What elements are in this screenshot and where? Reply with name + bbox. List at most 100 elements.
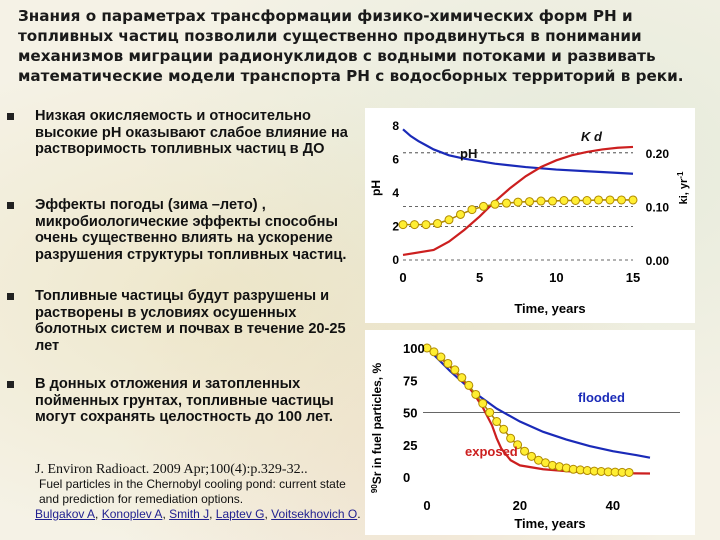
square-bullet-icon [7,381,14,388]
data-point [605,195,615,205]
data-point [502,198,511,208]
data-point [548,196,557,206]
series-line-k-d [402,145,634,257]
reference-authors: Bulgakov A, Konoplev A, Smith J, Laptev … [35,507,365,522]
data-point [464,380,474,390]
series-line-ph [402,128,634,175]
chart-sr90: 0 20 40 0 25 50 75 100 Time, years 90Sr in fuel… [365,330,695,535]
data-point [485,408,495,417]
x-axis-label: Time, years [514,516,585,531]
author-separator: , [264,507,272,521]
data-point [513,440,523,450]
y-axis-label: 90Sr in fuel particles, % [370,363,384,494]
data-point [520,446,530,456]
y-tick-label-left: 6 [392,153,399,167]
y-tick-label-right: 0.00 [646,254,670,268]
x-tick-label: 40 [606,498,620,513]
data-point [410,220,419,230]
data-point [617,195,626,205]
data-point [422,343,432,353]
y-axis-label-main: Sr in fuel particles, % [370,363,384,485]
y-axis-label-right: ki, yr-1 [676,171,690,204]
bullet-text: Топливные частицы будут разрушены и раст… [35,288,346,354]
data-point [582,196,592,206]
y-tick-label-left: 2 [392,220,399,234]
series-label-ph: pH [460,146,477,161]
data-point [506,433,516,443]
y-tick-label-left: 0 [392,253,399,267]
chart-plot [422,343,651,477]
data-point [527,451,537,461]
slide-title: Знания о параметрах трансформации физико… [18,7,684,85]
author-separator: , [209,507,216,521]
data-point [456,209,465,219]
author-link[interactable]: Konoplev A [101,507,163,521]
y-tick-label: 50 [403,406,417,421]
y-axis-label-left: pH [369,180,383,196]
data-point [525,197,534,207]
data-point [628,195,638,205]
author-link[interactable]: Voitsekhovich O [271,507,358,521]
bullet-item: В донных отложения и затопленных пойменн… [6,376,366,426]
data-point [479,201,488,211]
author-separator: , [162,507,170,521]
data-point [471,389,481,399]
data-point [429,347,439,357]
x-tick-label: 15 [626,270,640,285]
data-point [499,424,509,434]
data-point [450,365,460,375]
data-point [492,417,502,427]
reference-article: Fuel particles in the Chernobyl cooling … [39,477,346,506]
chart-background [365,330,695,535]
y-tick-label: 25 [403,438,417,453]
x-tick-label: 20 [513,498,527,513]
bullet-text: Эффекты погоды (зима –лето) , микробиоло… [35,197,347,263]
square-bullet-icon [7,293,14,300]
author-link[interactable]: Laptev G [215,507,265,521]
author-link[interactable]: Smith J [169,507,210,521]
chart-background [365,108,695,323]
chart-ph-kd: 0 5 10 15 0 2 4 6 8 0.00 0.10 0.20 Time, years pH k… [365,108,695,323]
series-label-exposed: exposed [465,444,518,459]
y-axis-label-sup: 90 [370,484,379,493]
data-point [457,373,467,383]
data-point [559,196,569,206]
data-point [478,398,488,408]
bullet-text: В донных отложения и затопленных пойменн… [35,376,334,425]
data-point [436,352,446,362]
y-tick-label: 0 [403,470,410,485]
data-point [421,220,431,230]
x-tick-label: 0 [423,498,430,513]
bullet-item: Топливные частицы будут разрушены и раст… [6,288,366,354]
data-point [624,467,634,477]
data-point [467,205,477,215]
x-axis-label: Time, years [514,301,585,316]
chart-plot [398,128,638,257]
series-label-flooded: flooded [578,390,625,405]
square-bullet-icon [7,202,14,209]
author-link[interactable]: Bulgakov A [35,507,96,521]
chart-ticks: 0 5 10 15 0 2 4 6 8 0.00 0.10 0.20 [392,119,669,285]
x-tick-label: 5 [476,270,483,285]
bullet-item: Эффекты погоды (зима –лето) , микробиоло… [6,197,366,263]
square-bullet-icon [7,113,14,120]
y-tick-label-right: 0.10 [646,200,670,214]
y-tick-label-left: 8 [392,119,399,133]
data-point [513,197,523,207]
reference-journal: J. Environ Radioact. 2009 Apr;100(4):p.3… [35,462,308,477]
data-point [433,219,442,229]
x-tick-label: 0 [399,270,406,285]
y-tick-label: 100 [403,341,425,356]
data-point [536,196,546,206]
y-tick-label-left: 4 [392,186,399,200]
y-tick-label: 75 [403,373,417,388]
chart-ticks: 0 20 40 0 25 50 75 100 [403,341,620,513]
bullet-item: Низкая окисляемость и относительно высок… [6,108,366,158]
reference-end: . [357,507,361,521]
data-point [398,220,408,230]
reference: J. Environ Radioact. 2009 Apr;100(4):p.3… [35,462,365,522]
x-tick-label: 10 [549,270,563,285]
data-point [594,195,603,205]
series-label-kd: K d [581,129,603,144]
data-point [444,215,454,225]
